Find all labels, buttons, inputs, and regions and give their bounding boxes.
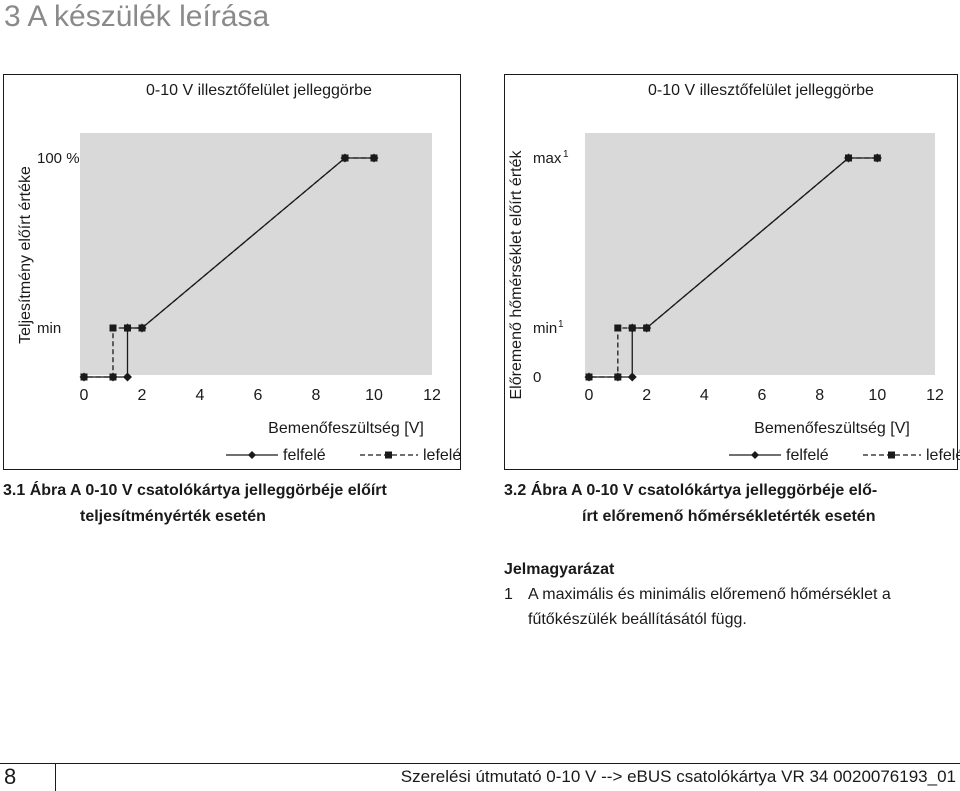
x-tick-label: 2: [642, 387, 651, 404]
legend-entry-down: lefelé: [926, 447, 960, 464]
footer-rule: [0, 763, 960, 764]
page-number: 8: [4, 764, 17, 789]
legend-marker-square: [888, 451, 895, 459]
legend-entry-down: lefelé: [423, 447, 461, 464]
marker-diamond: [123, 372, 132, 382]
legend-title: Jelmagyarázat: [504, 561, 615, 578]
figure-caption-1: 3.1 Ábra A 0-10 V csatolókártya jelleggö…: [3, 478, 387, 530]
legend-item-number: 1: [504, 586, 513, 603]
footer-text: Szerelési útmutató 0-10 V --> eBUS csato…: [400, 767, 956, 786]
chart-legend: felfelé lefelé: [729, 447, 960, 464]
figure-caption-2-line-2: írt előremenő hőmérsékletérték esetén: [582, 508, 876, 525]
x-tick-label: 4: [196, 387, 205, 404]
figure-caption-1-line-1: 3.1 Ábra A 0-10 V csatolókártya jelleggö…: [3, 482, 387, 499]
legend-item-line-1: A maximális és minimális előremenő hőmér…: [528, 586, 891, 603]
page-heading: 3 A készülék leírása: [4, 0, 270, 33]
y-axis-label: Teljesítmény előírt értéke: [17, 166, 34, 344]
x-tick-label: 6: [254, 387, 263, 404]
x-axis-label: Bemenőfeszültség [V]: [268, 420, 424, 437]
y-tick-superscript: 1: [558, 319, 564, 330]
legend-marker-square: [385, 451, 392, 459]
marker-diamond: [79, 372, 89, 382]
chart-title: 0-10 V illesztőfelület jelleggörbe: [146, 82, 372, 99]
x-tick-label: 6: [758, 387, 767, 404]
marker-diamond: [137, 323, 147, 333]
x-tick-label: 0: [80, 387, 89, 404]
marker-square: [614, 324, 622, 332]
figure-caption-2: 3.2 Ábra A 0-10 V csatolókártya jelleggö…: [504, 478, 877, 530]
x-tick-label: 8: [312, 387, 321, 404]
plot-area: [585, 133, 935, 375]
chart-title: 0-10 V illesztőfelület jelleggörbe: [648, 82, 874, 99]
marker-diamond: [340, 153, 350, 163]
marker-diamond: [108, 372, 118, 382]
figure-caption-2-line-1: 3.2 Ábra A 0-10 V csatolókártya jelleggö…: [504, 482, 878, 499]
footer-divider: [55, 764, 56, 791]
figure-caption-1-line-2: teljesítményérték esetén: [80, 508, 266, 525]
plot-area: [80, 133, 432, 375]
marker-diamond: [613, 372, 623, 382]
marker-square: [109, 324, 117, 332]
marker-diamond: [627, 372, 637, 382]
x-tick-label: 0: [585, 387, 594, 404]
marker-diamond: [627, 323, 637, 333]
x-tick-label: 8: [815, 387, 824, 404]
x-axis-label: Bemenőfeszültség [V]: [754, 420, 910, 437]
y-tick-label: max: [533, 150, 562, 167]
marker-diamond: [642, 323, 652, 333]
y-tick-label: 100 %: [37, 150, 80, 167]
chart-flow-temperature: 0-10 V illesztőfelület jelleggörbe Előrem…: [504, 74, 960, 470]
legend-block: Jelmagyarázat 1 A maximális és minimális…: [504, 557, 891, 632]
y-tick-label: 0: [533, 369, 541, 386]
chart-performance: 0-10 V illesztőfelület jelleggörbe Teljes…: [3, 74, 461, 470]
marker-diamond: [844, 153, 853, 163]
marker-diamond: [872, 153, 882, 163]
legend-entry-up: felfelé: [283, 447, 326, 464]
marker-diamond: [369, 153, 379, 163]
y-tick-superscript: 1: [563, 149, 569, 160]
legend-entry-up: felfelé: [786, 447, 829, 464]
x-tick-label: 12: [423, 387, 441, 404]
legend-item-line-2: fűtőkészülék beállításától függ.: [528, 611, 747, 628]
x-tick-label: 2: [138, 387, 147, 404]
marker-diamond: [123, 323, 132, 333]
marker-diamond: [584, 372, 594, 382]
y-axis-label: Előremenő hőmérséklet előírt érték: [508, 150, 525, 400]
legend-marker-diamond: [248, 451, 256, 459]
legend-marker-diamond: [751, 451, 759, 459]
x-tick-label: 10: [365, 387, 383, 404]
chart-legend: felfelé lefelé: [226, 447, 461, 464]
chart-flow-temperature-svg: 0-10 V illesztőfelület jelleggörbe Előrem…: [508, 82, 960, 464]
x-tick-label: 10: [868, 387, 886, 404]
y-tick-label: min: [37, 320, 61, 337]
legend-item: 1 A maximális és minimális előremenő hőm…: [504, 582, 891, 632]
x-tick-label: 4: [700, 387, 709, 404]
x-tick-label: 12: [926, 387, 944, 404]
chart-performance-svg: 0-10 V illesztőfelület jelleggörbe Teljes…: [17, 82, 461, 464]
y-tick-label: min: [533, 320, 557, 337]
